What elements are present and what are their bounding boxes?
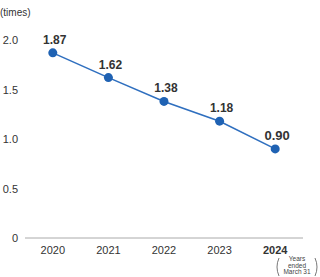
y-tick-label: 0 (12, 232, 18, 244)
x-tick-label: 2023 (207, 244, 231, 256)
marker (215, 117, 224, 126)
line (53, 53, 275, 149)
plot-marks (48, 48, 279, 153)
marker (104, 73, 113, 82)
x-tick-label: 2020 (41, 244, 65, 256)
marker (48, 48, 57, 57)
x-axis-line (25, 238, 303, 239)
data-label: 1.87 (43, 33, 67, 47)
y-tick (21, 238, 24, 239)
y-tick (21, 139, 24, 140)
paren (277, 258, 279, 276)
x-tick-label: 2024 (263, 244, 288, 256)
y-tick-label: 1.5 (3, 84, 18, 96)
y-tick-label: 2.0 (3, 34, 18, 46)
y-tick (21, 188, 24, 189)
x-tick-label: 2021 (96, 244, 120, 256)
data-label: 1.18 (210, 101, 234, 115)
y-tick-label: 0.5 (3, 183, 18, 195)
y-axis-title: (times) (0, 7, 31, 18)
data-label: 1.38 (154, 81, 178, 95)
data-label: 1.62 (99, 58, 123, 72)
data-label: 0.90 (265, 128, 290, 143)
y-tick (21, 89, 24, 90)
marker (271, 144, 280, 153)
annotation: March 31 (283, 268, 310, 275)
x-tick-label: 2022 (152, 244, 176, 256)
paren (315, 258, 317, 276)
y-tick (21, 40, 24, 41)
y-tick-label: 1.0 (3, 133, 18, 145)
chart: (times) 0 0.5 1.0 1.5 2.0 2020 2021 2022 2023 2024… (0, 0, 320, 277)
marker (160, 97, 169, 106)
